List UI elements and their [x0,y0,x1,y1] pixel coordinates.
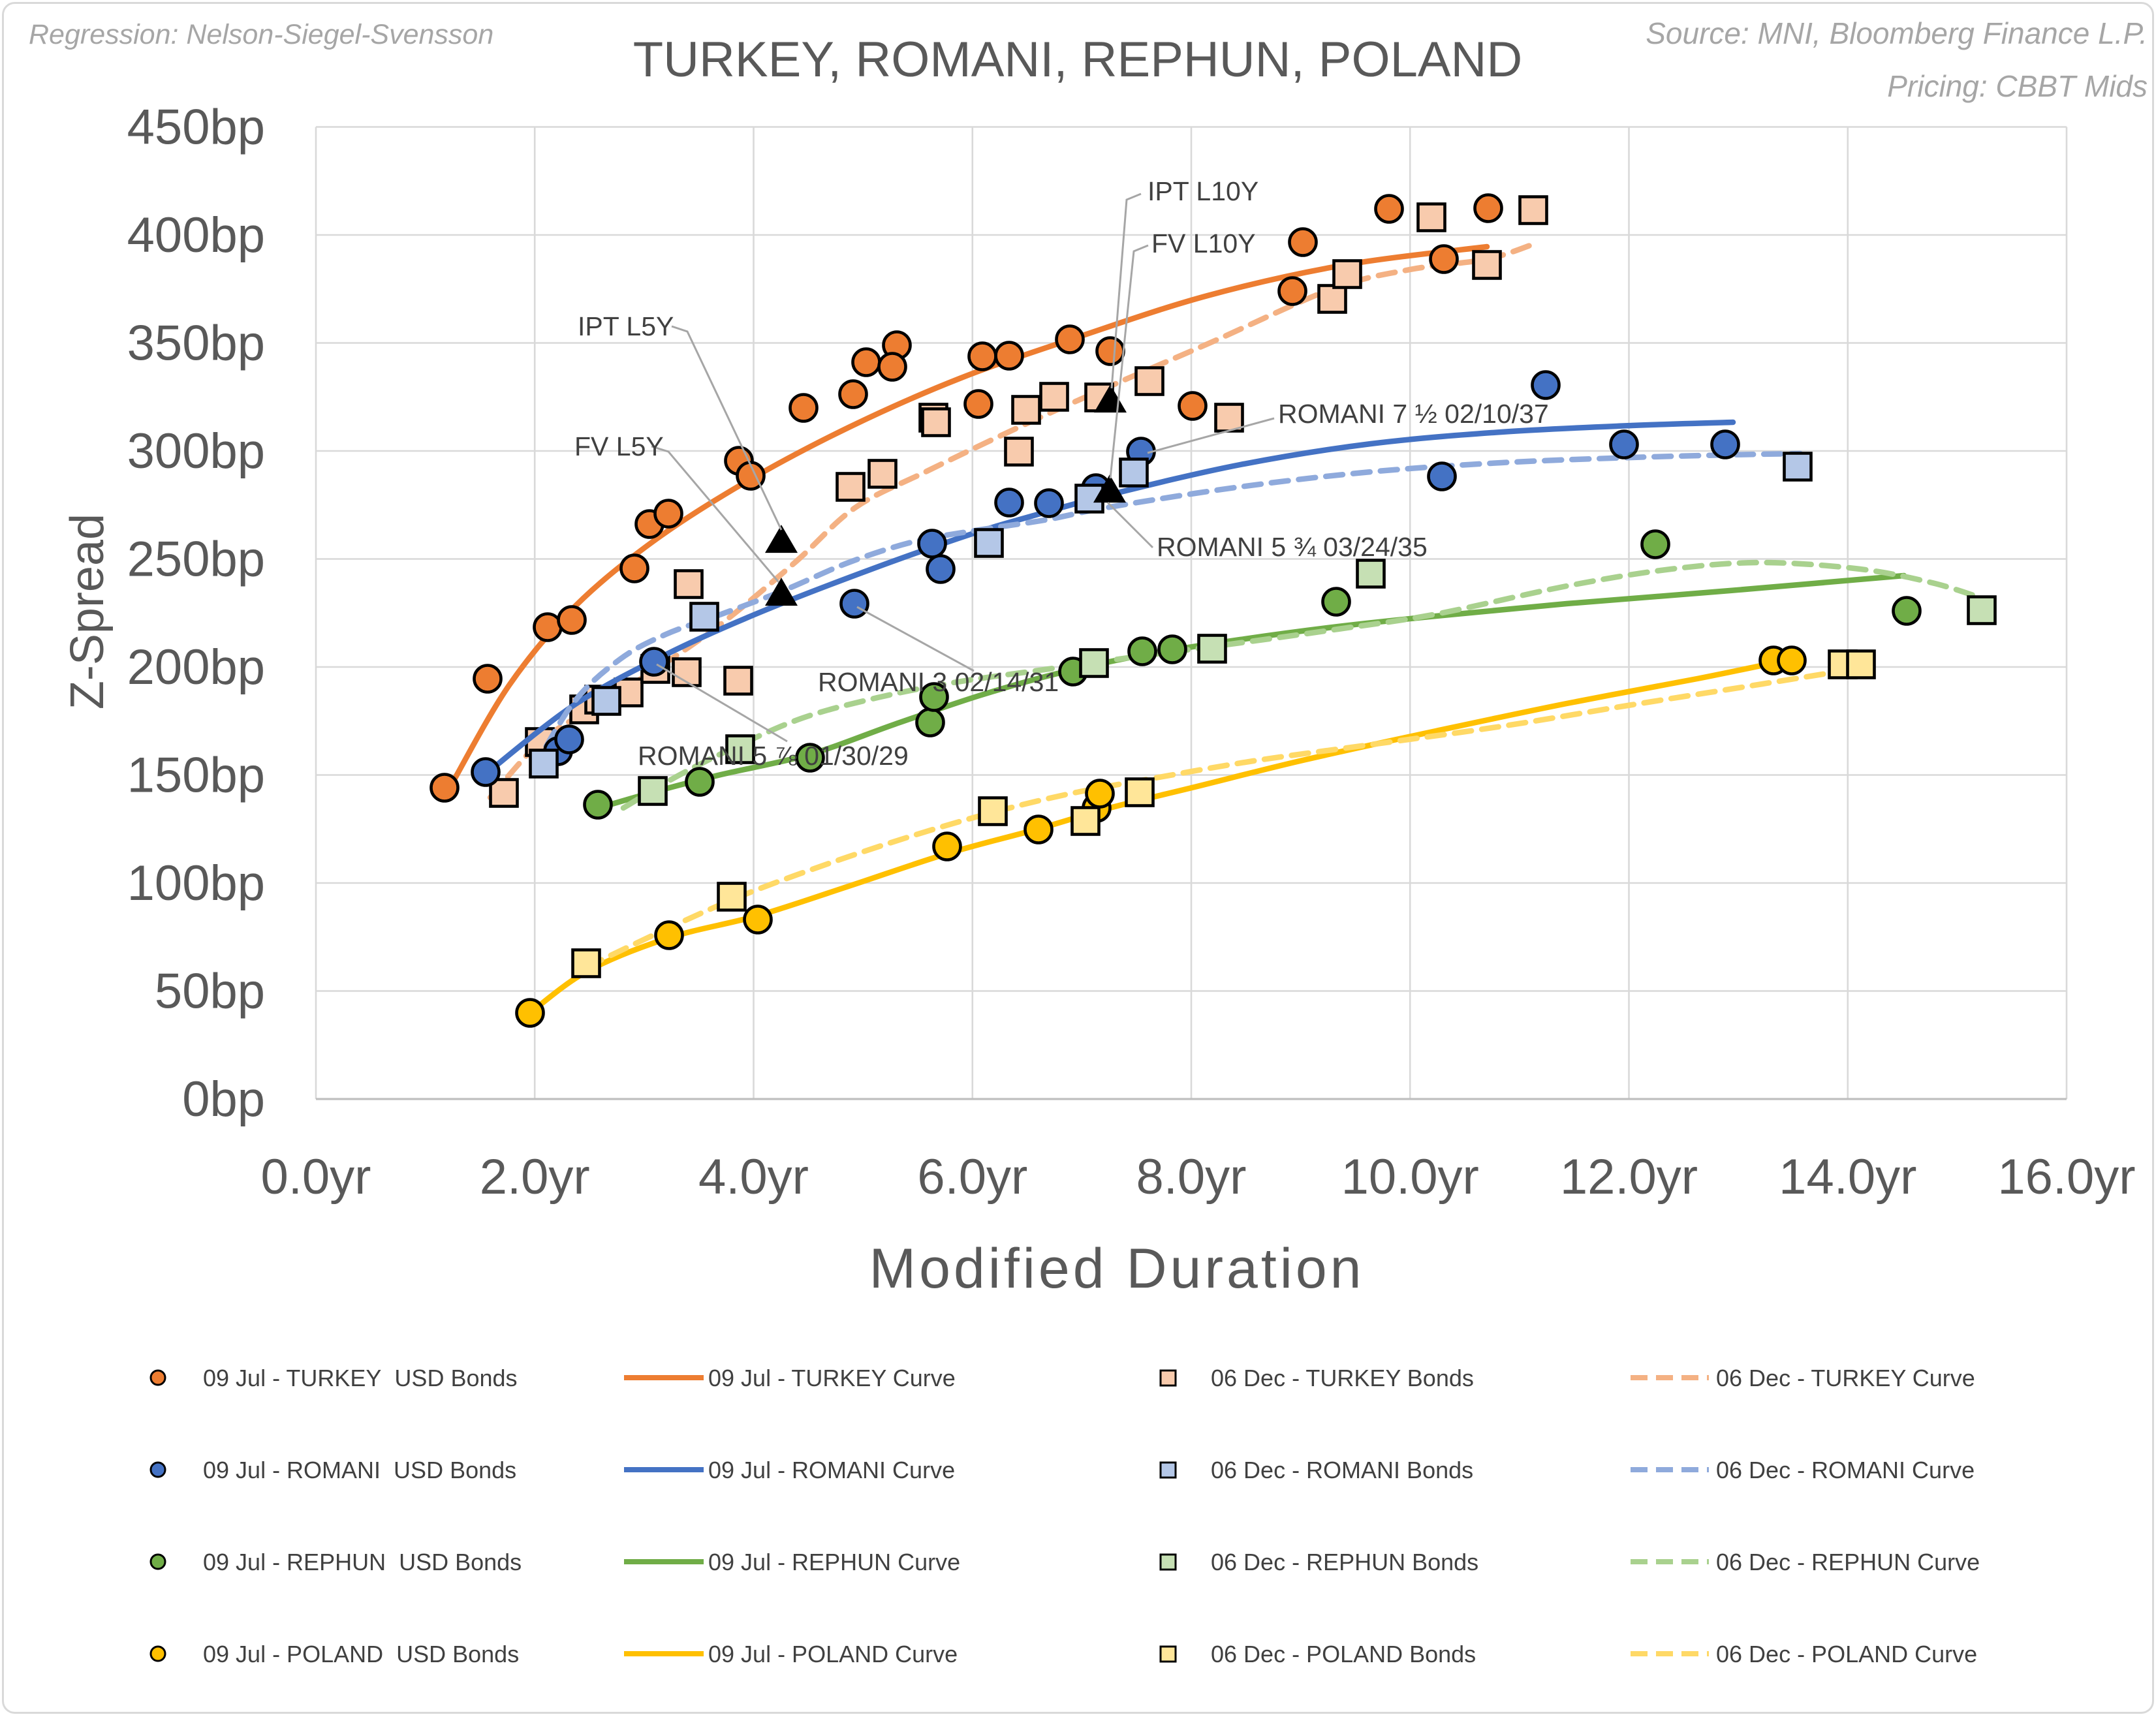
svg-text:09 Jul - POLAND USD Bonds: 09 Jul - POLAND USD Bonds [203,1641,519,1667]
svg-text:06 Dec - ROMANI Curve: 06 Dec - ROMANI Curve [1716,1457,1975,1483]
svg-text:10.0yr: 10.0yr [1341,1149,1479,1205]
svg-text:Z-Spread: Z-Spread [61,514,114,709]
svg-text:TURKEY, ROMANI, REPHUN, POLAND: TURKEY, ROMANI, REPHUN, POLAND [633,32,1523,87]
svg-text:06 Dec - REPHUN Curve: 06 Dec - REPHUN Curve [1716,1549,1980,1575]
svg-text:50bp: 50bp [155,964,265,1019]
svg-text:300bp: 300bp [127,424,265,479]
svg-text:09 Jul - REPHUN USD Bonds: 09 Jul - REPHUN USD Bonds [203,1549,522,1575]
svg-text:06 Dec - REPHUN Bonds: 06 Dec - REPHUN Bonds [1211,1549,1478,1575]
svg-text:FV L10Y: FV L10Y [1151,228,1256,258]
svg-text:0.0yr: 0.0yr [261,1149,371,1205]
svg-text:IPT L5Y: IPT L5Y [578,311,674,341]
svg-text:Modified Duration: Modified Duration [869,1237,1364,1300]
svg-text:06 Dec - ROMANI Bonds: 06 Dec - ROMANI Bonds [1211,1457,1473,1483]
svg-text:Regression: Nelson-Siegel-Sven: Regression: Nelson-Siegel-Svensson [29,19,493,50]
svg-text:06 Dec - TURKEY Bonds: 06 Dec - TURKEY Bonds [1211,1365,1474,1391]
svg-text:09 Jul - TURKEY USD Bonds: 09 Jul - TURKEY USD Bonds [203,1365,518,1391]
svg-text:12.0yr: 12.0yr [1560,1149,1698,1205]
svg-text:09 Jul - REPHUN Curve: 09 Jul - REPHUN Curve [708,1549,960,1575]
svg-text:14.0yr: 14.0yr [1779,1149,1916,1205]
svg-text:250bp: 250bp [127,532,265,587]
svg-text:09 Jul - ROMANI USD Bonds: 09 Jul - ROMANI USD Bonds [203,1457,516,1483]
svg-text:Source: MNI, Bloomberg Finance: Source: MNI, Bloomberg Finance L.P. [1646,16,2148,50]
svg-text:400bp: 400bp [127,208,265,263]
svg-text:06 Dec - POLAND Bonds: 06 Dec - POLAND Bonds [1211,1641,1476,1667]
svg-text:06 Dec - TURKEY Curve: 06 Dec - TURKEY Curve [1716,1365,1975,1391]
svg-text:450bp: 450bp [127,100,265,155]
svg-text:ROMANI 3 02/14/31: ROMANI 3 02/14/31 [818,667,1059,697]
svg-text:09 Jul - POLAND Curve: 09 Jul - POLAND Curve [708,1641,958,1667]
svg-text:4.0yr: 4.0yr [698,1149,809,1205]
svg-text:FV L5Y: FV L5Y [574,431,664,461]
svg-text:Pricing: CBBT Mids: Pricing: CBBT Mids [1887,69,2148,103]
svg-text:09 Jul - TURKEY Curve: 09 Jul - TURKEY Curve [708,1365,956,1391]
svg-text:16.0yr: 16.0yr [1997,1149,2135,1205]
svg-text:0bp: 0bp [182,1072,265,1127]
svg-text:ROMANI 5 ¾ 03/24/35: ROMANI 5 ¾ 03/24/35 [1157,532,1428,562]
svg-text:06 Dec - POLAND Curve: 06 Dec - POLAND Curve [1716,1641,1977,1667]
svg-text:ROMANI 7 ½ 02/10/37: ROMANI 7 ½ 02/10/37 [1278,399,1549,429]
svg-text:350bp: 350bp [127,316,265,371]
svg-text:IPT L10Y: IPT L10Y [1148,176,1258,206]
svg-text:100bp: 100bp [127,856,265,911]
svg-text:6.0yr: 6.0yr [917,1149,1027,1205]
svg-text:ROMANI 5 ⅞ 01/30/29: ROMANI 5 ⅞ 01/30/29 [638,741,909,771]
svg-text:09 Jul - ROMANI Curve: 09 Jul - ROMANI Curve [708,1457,955,1483]
svg-text:8.0yr: 8.0yr [1136,1149,1247,1205]
svg-text:200bp: 200bp [127,640,265,695]
svg-text:150bp: 150bp [127,748,265,803]
svg-text:2.0yr: 2.0yr [480,1149,590,1205]
